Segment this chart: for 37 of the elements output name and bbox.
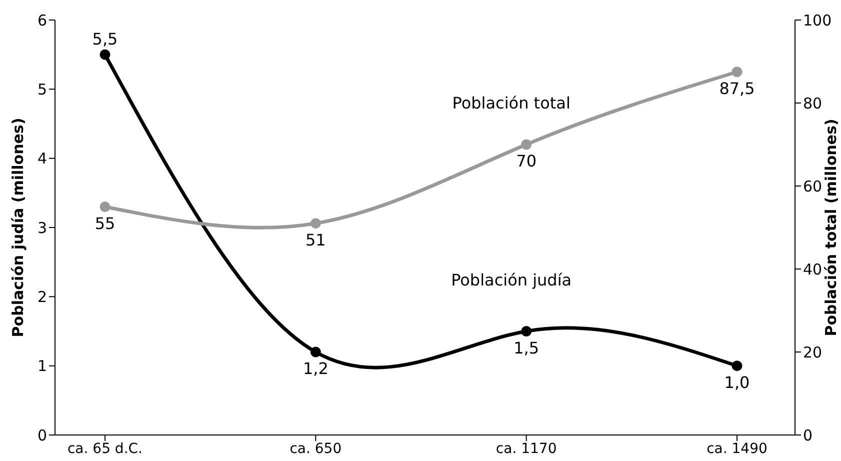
y-axis-title: Población judía (millones) xyxy=(9,118,27,338)
data-label: 55 xyxy=(94,214,116,233)
point xyxy=(521,326,532,336)
data-label: 87,5 xyxy=(719,78,755,98)
x-tick-label: ca. 1170 xyxy=(496,440,557,457)
y2-tick-label: 20 xyxy=(803,343,822,362)
text: Población judía xyxy=(451,270,572,290)
y-tick-label: 6 xyxy=(37,11,47,30)
data-label: 51 xyxy=(305,230,326,250)
point xyxy=(310,218,321,229)
y-tick-label: 2 xyxy=(37,288,47,306)
x-tick-label: ca. 650 xyxy=(290,440,342,457)
y2-tick-label: 100 xyxy=(803,11,832,30)
y-tick-label: 4 xyxy=(37,150,47,168)
y2-axis-title: Población total (millones) xyxy=(822,118,840,336)
data-label: 1,5 xyxy=(514,338,540,358)
point xyxy=(310,346,321,358)
y-tick-label: 0 xyxy=(37,426,47,444)
y-tick-label: 3 xyxy=(37,218,47,237)
y2-tick-label: 60 xyxy=(803,177,822,196)
data-label: 1,2 xyxy=(302,359,328,378)
point xyxy=(521,139,532,150)
point xyxy=(100,49,110,60)
data-label: 1,0 xyxy=(724,372,750,392)
y2-tick-label: 40 xyxy=(803,260,822,278)
x-tick-label: ca. 1490 xyxy=(706,440,768,457)
y-tick-label: 5 xyxy=(37,80,47,98)
point xyxy=(732,66,742,78)
y-tick-label: 1 xyxy=(37,357,47,376)
y2-tick-label: 0 xyxy=(803,426,813,444)
point xyxy=(732,360,742,372)
data-label: 70 xyxy=(516,152,537,170)
x-tick-label: ca. 65 d.C. xyxy=(67,440,143,457)
data-label: 5,5 xyxy=(92,30,118,49)
y2-tick-label: 80 xyxy=(803,94,822,112)
series-label: Población total xyxy=(452,94,570,112)
point xyxy=(100,202,110,212)
